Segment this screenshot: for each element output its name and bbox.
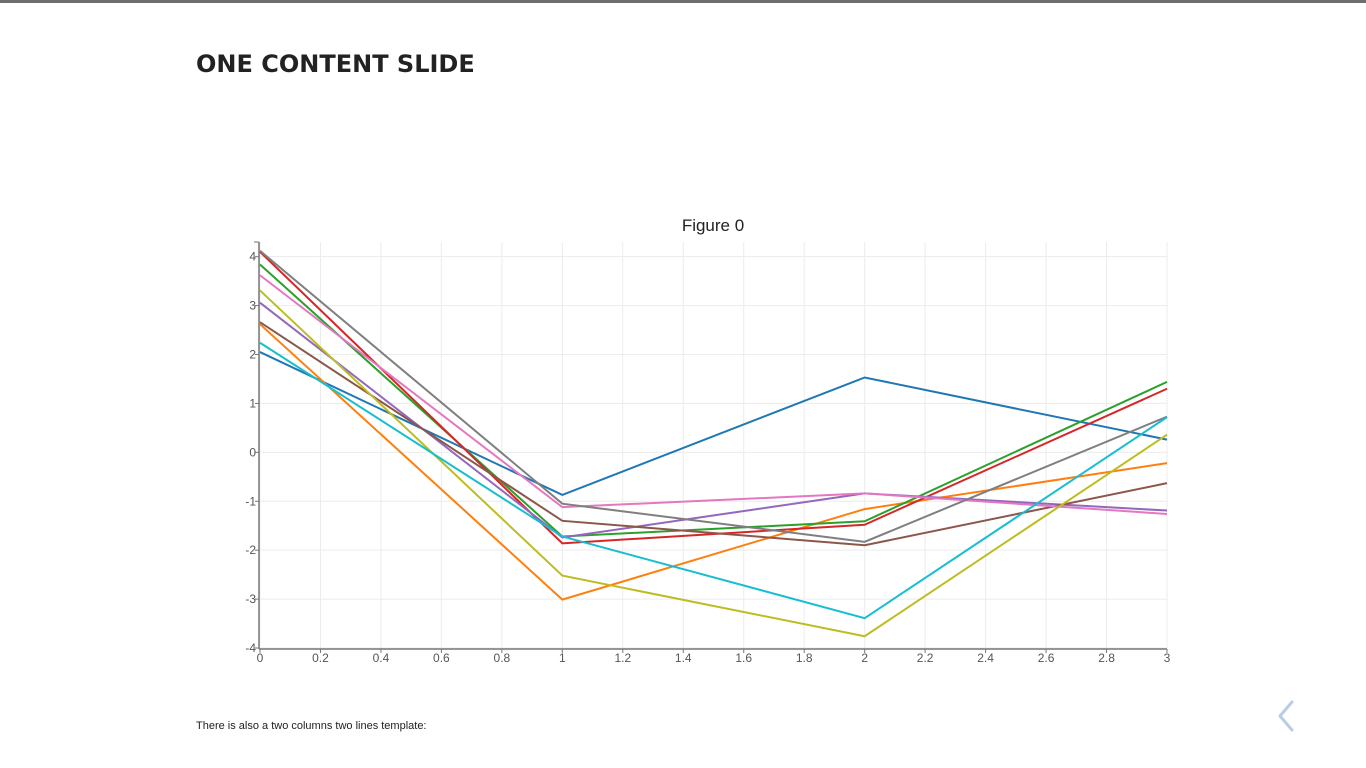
slide-title: ONE CONTENT SLIDE <box>196 50 475 78</box>
x-tick-label: 0.6 <box>433 651 450 665</box>
series-line-8 <box>259 250 1168 543</box>
x-tick-label: 1.6 <box>735 651 752 665</box>
line-chart: 0 0.2 0.4 0.6 0.8 1 1.2 1.4 1.6 1.8 2 2.2 2.4 2.6 2.8 3… <box>245 216 1170 665</box>
y-tick-label: 3 <box>249 299 256 313</box>
chart-series <box>259 250 1168 638</box>
x-tick-label: 1.8 <box>796 651 813 665</box>
series-line-10 <box>259 341 1168 620</box>
series-line-9 <box>259 289 1168 638</box>
top-border <box>0 0 1366 3</box>
x-tick-label: 0.8 <box>494 651 511 665</box>
x-tick-label: 1.2 <box>614 651 631 665</box>
y-tick-label: 2 <box>249 348 256 362</box>
x-tick-label: 2.4 <box>977 651 994 665</box>
x-tick-label: 2 <box>861 651 868 665</box>
chart-title: Figure 0 <box>682 216 744 235</box>
y-tick-label: 4 <box>249 250 256 264</box>
series-line-7 <box>259 274 1168 515</box>
y-tick-label: 0 <box>249 445 256 459</box>
previous-slide-button[interactable] <box>1272 698 1302 734</box>
y-tick-label: -2 <box>245 543 256 557</box>
x-tick-label: 2.2 <box>917 651 934 665</box>
series-line-1 <box>259 351 1168 496</box>
series-line-3 <box>259 263 1168 538</box>
y-tick-label: -4 <box>245 641 256 655</box>
x-tick-label: 2.6 <box>1038 651 1055 665</box>
x-tick-label: 1.4 <box>675 651 692 665</box>
x-tick-label: 2.8 <box>1098 651 1115 665</box>
x-tick-label: 0 <box>257 651 264 665</box>
x-tick-label: 0.2 <box>312 651 329 665</box>
chevron-left-icon <box>1278 700 1294 732</box>
y-tick-label: -3 <box>245 592 256 606</box>
y-tick-label: 1 <box>249 396 256 410</box>
x-tick-label: 3 <box>1164 651 1171 665</box>
x-tick-label: 0.4 <box>373 651 390 665</box>
series-line-2 <box>259 323 1168 601</box>
footer-text: There is also a two columns two lines te… <box>196 720 427 732</box>
y-tick-label: -1 <box>245 494 256 508</box>
series-line-5 <box>259 301 1168 539</box>
series-line-6 <box>259 321 1168 547</box>
x-tick-label: 1 <box>559 651 566 665</box>
chart-axes <box>254 241 1167 650</box>
chart-ticks: 0 0.2 0.4 0.6 0.8 1 1.2 1.4 1.6 1.8 2 2.2 2.4 2.6 2.8 3… <box>245 250 1170 665</box>
